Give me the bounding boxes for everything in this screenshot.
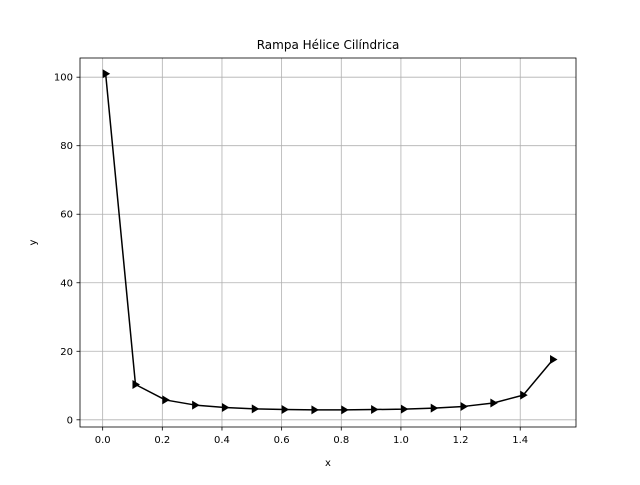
data-point-marker bbox=[371, 405, 379, 415]
x-tick-label: 1.4 bbox=[512, 435, 528, 446]
y-tick-label: 20 bbox=[60, 347, 73, 358]
data-point-marker bbox=[311, 405, 319, 415]
series-line bbox=[104, 73, 554, 411]
data-point-marker bbox=[400, 404, 409, 414]
x-tick-label: 0.4 bbox=[214, 435, 230, 446]
data-point-marker bbox=[221, 402, 230, 412]
data-point-marker bbox=[341, 405, 349, 415]
chart-title: Rampa Hélice Cilíndrica bbox=[257, 38, 400, 52]
data-point-marker bbox=[490, 398, 498, 408]
data-point-marker bbox=[192, 400, 200, 410]
x-tick-label: 0.2 bbox=[154, 435, 170, 446]
grid bbox=[80, 58, 576, 427]
y-axis-label: y bbox=[28, 239, 39, 245]
data-point-marker bbox=[520, 390, 528, 400]
y-tick-label: 60 bbox=[60, 210, 73, 221]
plot-frame bbox=[79, 57, 577, 428]
data-point-marker bbox=[102, 69, 111, 79]
data-point-marker bbox=[430, 403, 439, 413]
data-point-marker bbox=[132, 380, 140, 390]
series-layer bbox=[102, 69, 558, 415]
y-tick-label: 0 bbox=[67, 415, 73, 426]
x-tick-label: 0.8 bbox=[333, 435, 349, 446]
data-point-marker bbox=[460, 401, 469, 411]
x-tick-label: 1.2 bbox=[453, 435, 469, 446]
data-point-marker bbox=[251, 404, 260, 414]
y-axis: 0 20 40 60 80 100 bbox=[54, 73, 80, 426]
data-point-marker bbox=[281, 405, 290, 415]
data-point-marker bbox=[162, 395, 170, 405]
y-tick-label: 80 bbox=[60, 141, 73, 152]
y-tick-label: 40 bbox=[60, 278, 73, 289]
x-tick-label: 1.0 bbox=[393, 435, 409, 446]
x-tick-label: 0.6 bbox=[274, 435, 290, 446]
x-axis-label: x bbox=[325, 458, 331, 469]
x-tick-label: 0.0 bbox=[95, 435, 111, 446]
y-tick-label: 100 bbox=[54, 73, 73, 84]
x-axis: 0.0 0.2 0.4 0.6 0.8 1.0 1.2 1.4 bbox=[95, 427, 528, 446]
data-point-marker bbox=[550, 355, 558, 365]
